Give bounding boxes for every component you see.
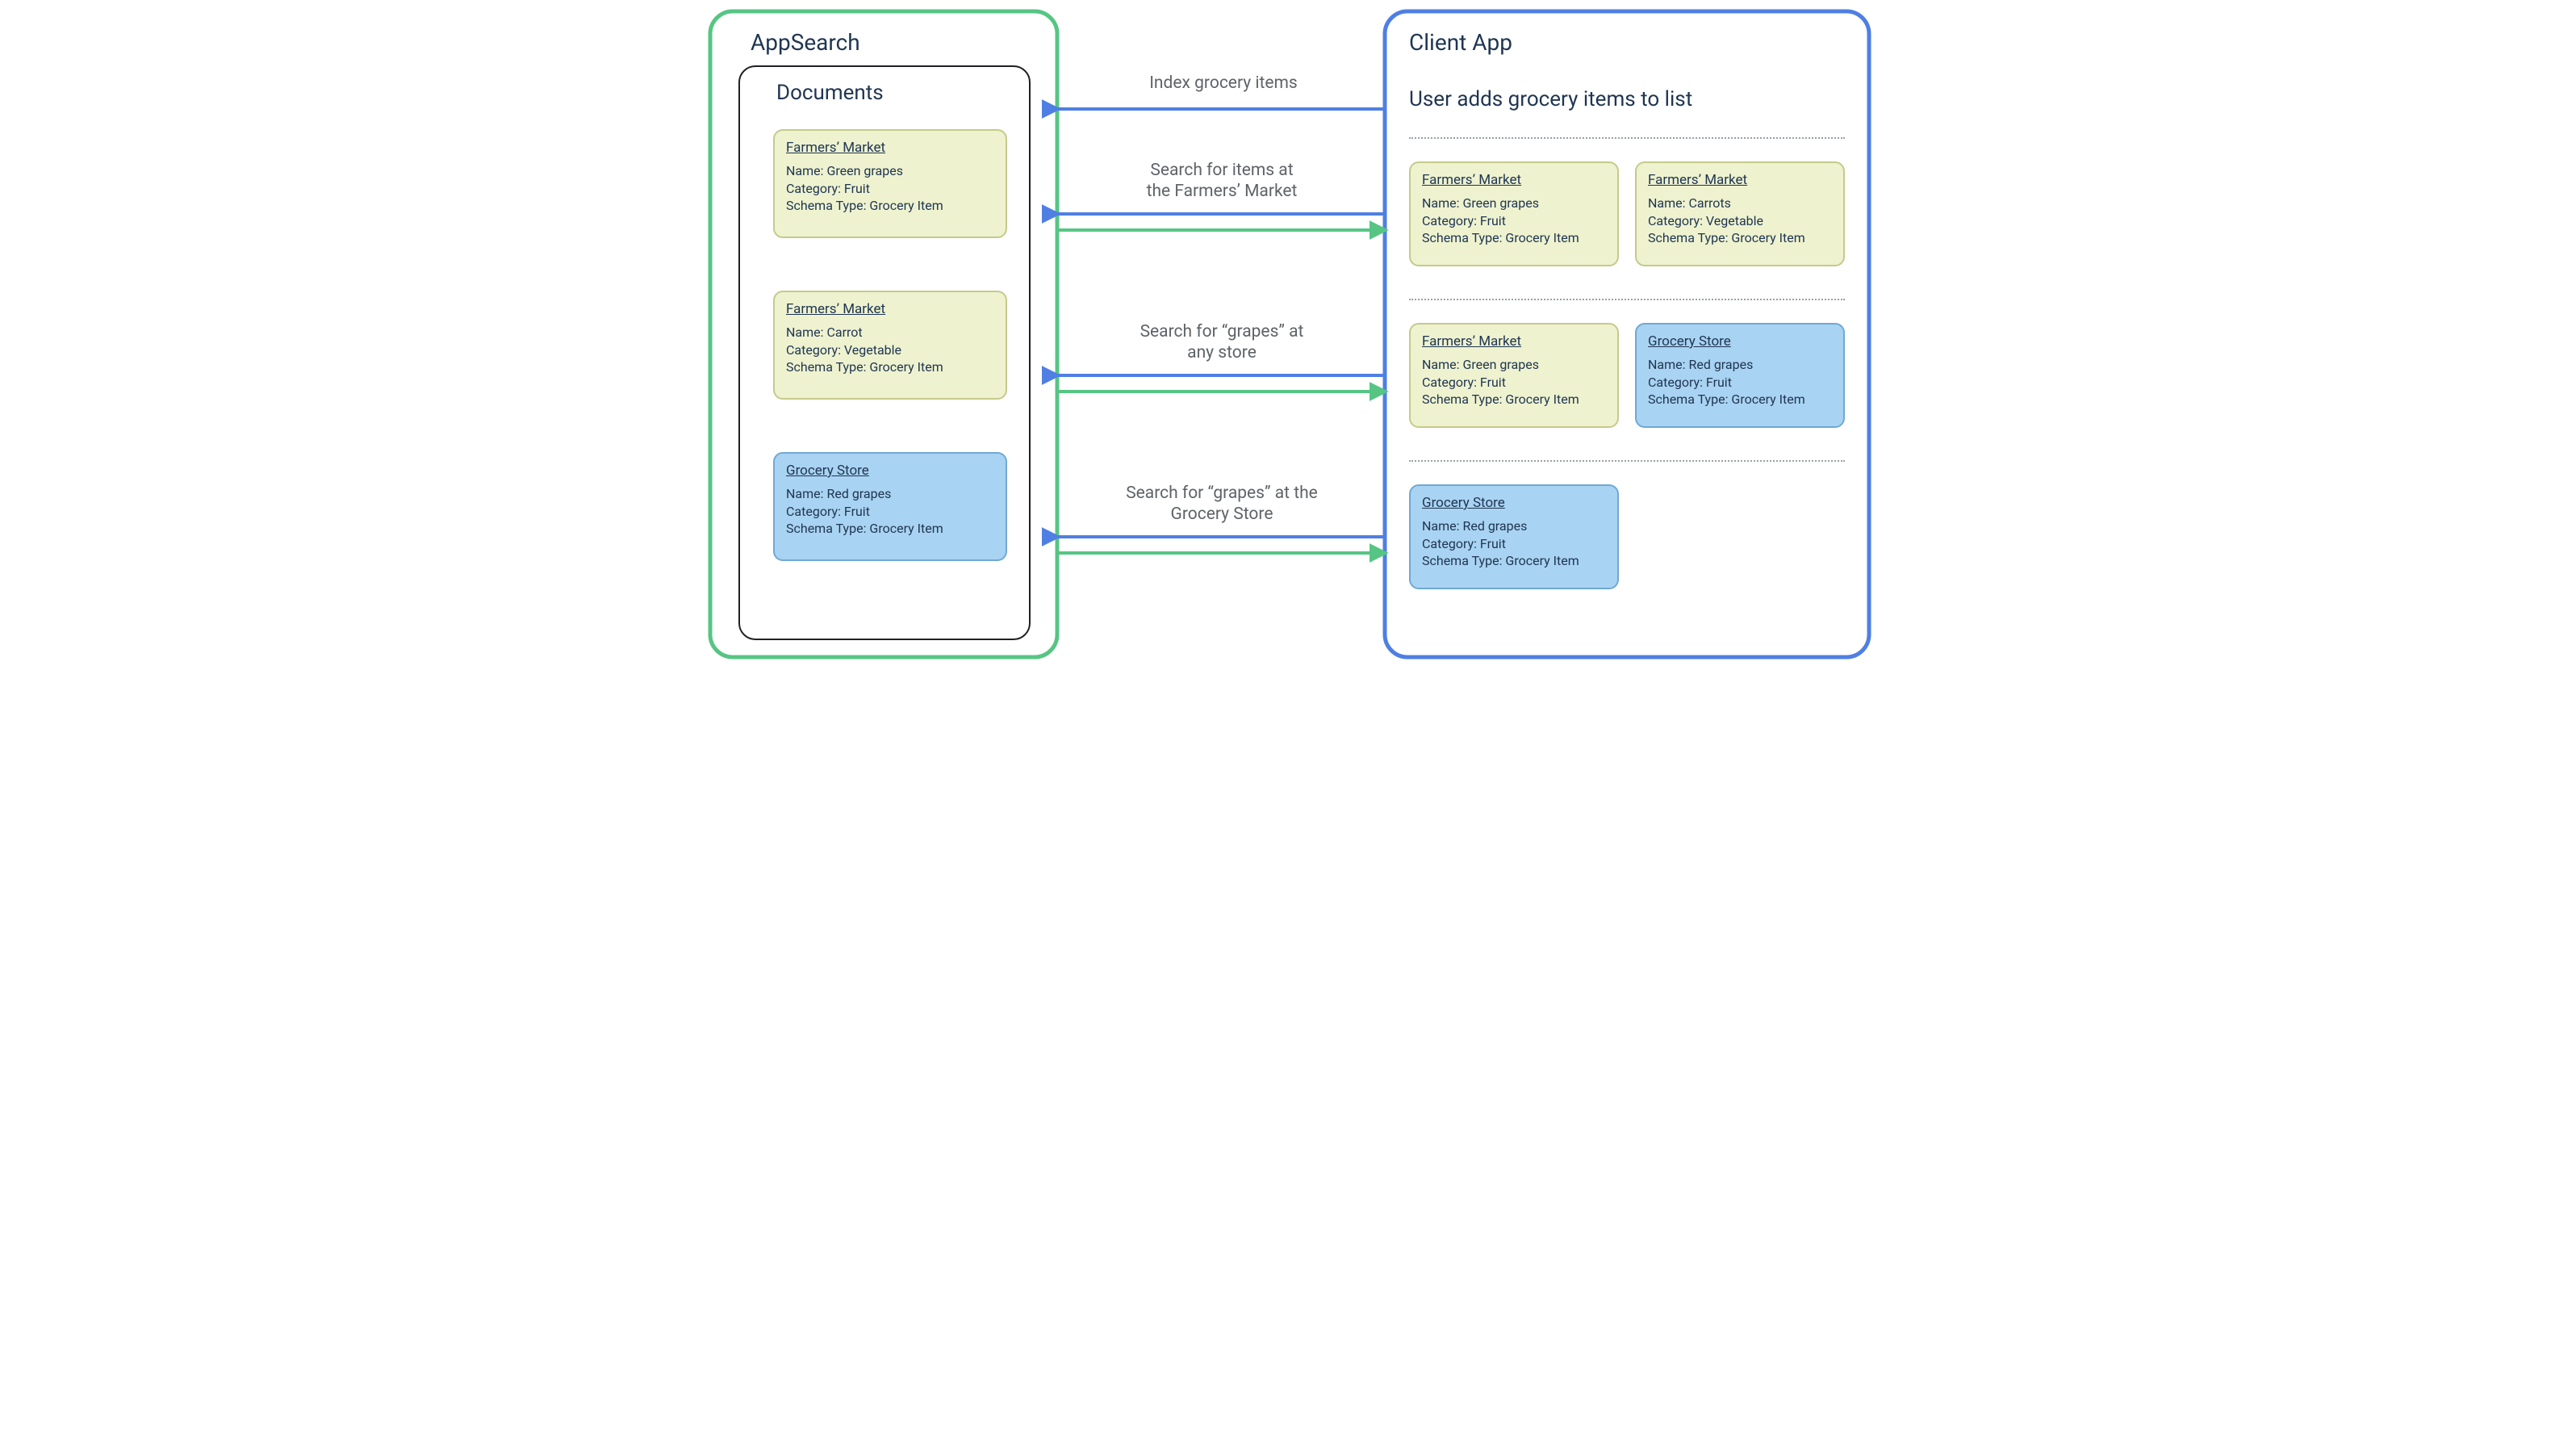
card-field: Name: Green grapes: [1422, 356, 1606, 374]
card-store: Grocery Store: [1422, 494, 1606, 513]
documents-card: Farmers’ Market Name: Green grapesCategor…: [773, 129, 1007, 238]
documents-title: Documents: [776, 81, 884, 105]
card-field: Schema Type: Grocery Item: [1422, 229, 1606, 247]
card-field: Category: Fruit: [1422, 212, 1606, 230]
card-field: Schema Type: Grocery Item: [1422, 391, 1606, 408]
documents-card: Grocery Store Name: Red grapesCategory: F…: [773, 452, 1007, 561]
card-field: Name: Red grapes: [1422, 517, 1606, 535]
client-card: Grocery Store Name: Red grapesCategory: F…: [1409, 484, 1619, 589]
clientapp-title: Client App: [1409, 29, 1512, 56]
client-card: Farmers’ Market Name: Green grapesCategor…: [1409, 323, 1619, 428]
divider: [1409, 299, 1845, 300]
card-field: Name: Carrot: [786, 324, 994, 341]
card-field: Name: Green grapes: [1422, 195, 1606, 212]
card-field: Schema Type: Grocery Item: [1648, 229, 1832, 247]
card-field: Schema Type: Grocery Item: [786, 520, 994, 538]
card-field: Name: Carrots: [1648, 195, 1832, 212]
documents-card: Farmers’ Market Name: CarrotCategory: Veg…: [773, 291, 1007, 400]
client-card: Farmers’ Market Name: Green grapesCategor…: [1409, 161, 1619, 266]
arrow-label: Index grocery items: [1070, 73, 1377, 94]
client-card: Grocery Store Name: Red grapesCategory: F…: [1635, 323, 1845, 428]
divider: [1409, 460, 1845, 462]
card-field: Category: Fruit: [786, 503, 994, 521]
divider: [1409, 137, 1845, 139]
card-store: Farmers’ Market: [786, 300, 994, 319]
user-adds-title: User adds grocery items to list: [1409, 87, 1692, 111]
card-field: Name: Green grapes: [786, 162, 994, 180]
card-store: Farmers’ Market: [786, 139, 994, 157]
appsearch-title: AppSearch: [751, 29, 860, 56]
card-store: Farmers’ Market: [1648, 171, 1832, 190]
card-store: Grocery Store: [786, 462, 994, 480]
client-card: Farmers’ Market Name: CarrotsCategory: Ve…: [1635, 161, 1845, 266]
card-field: Schema Type: Grocery Item: [1648, 391, 1832, 408]
card-field: Category: Vegetable: [1648, 212, 1832, 230]
card-field: Schema Type: Grocery Item: [1422, 552, 1606, 570]
arrow-label: Search for “grapes” atany store: [1068, 321, 1375, 364]
card-field: Category: Vegetable: [786, 341, 994, 359]
card-field: Category: Fruit: [786, 180, 994, 198]
card-field: Schema Type: Grocery Item: [786, 197, 994, 215]
card-field: Category: Fruit: [1648, 374, 1832, 392]
card-store: Farmers’ Market: [1422, 333, 1606, 351]
card-store: Grocery Store: [1648, 333, 1832, 351]
arrow-label: Search for items atthe Farmers’ Market: [1068, 160, 1375, 203]
card-field: Category: Fruit: [1422, 535, 1606, 553]
arrow-label: Search for “grapes” at theGrocery Store: [1068, 483, 1375, 526]
card-field: Schema Type: Grocery Item: [786, 358, 994, 376]
diagram-stage: AppSearch Client App Documents User adds…: [699, 0, 1877, 670]
card-field: Name: Red grapes: [786, 485, 994, 503]
card-field: Name: Red grapes: [1648, 356, 1832, 374]
card-store: Farmers’ Market: [1422, 171, 1606, 190]
card-field: Category: Fruit: [1422, 374, 1606, 392]
